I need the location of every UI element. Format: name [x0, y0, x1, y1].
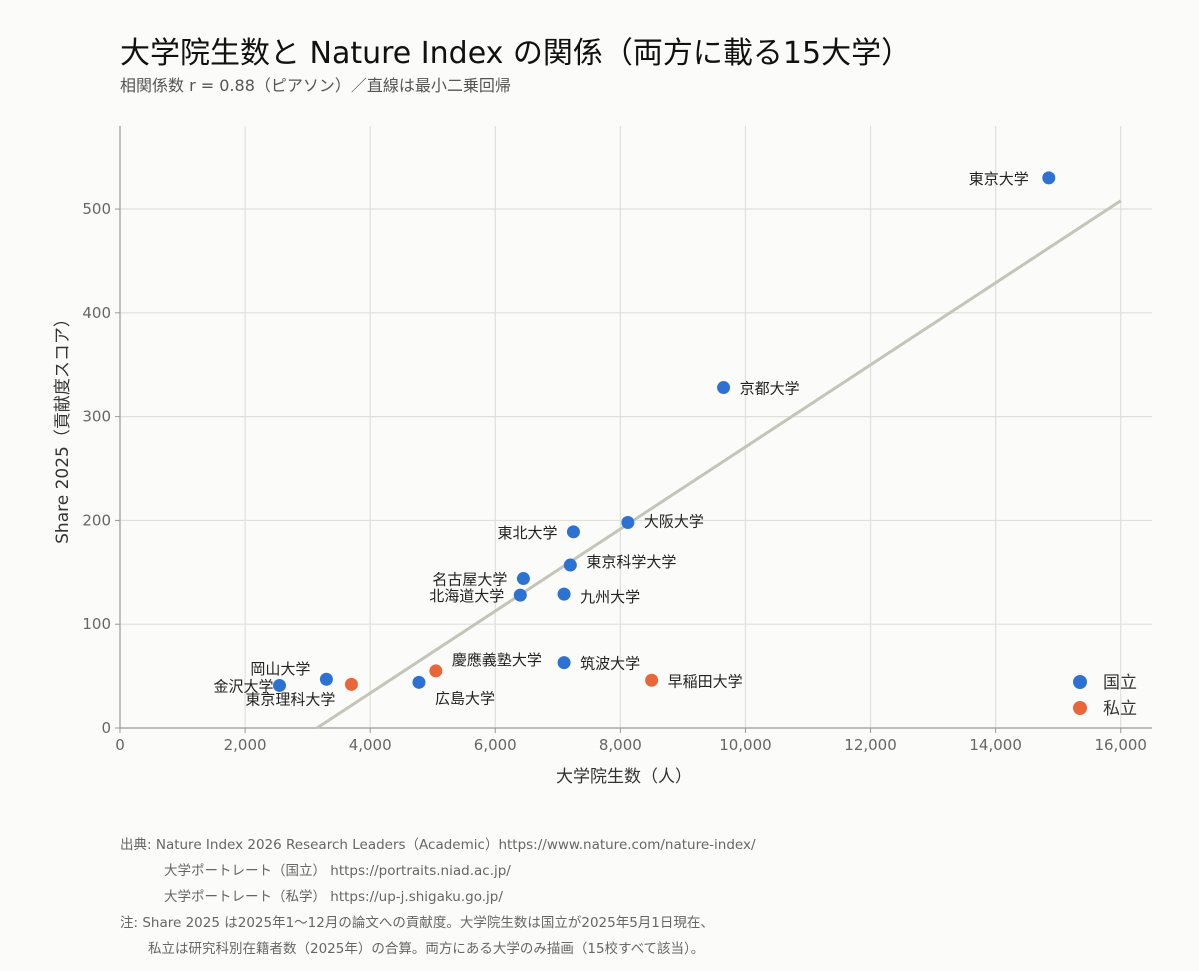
- x-tick-label: 0: [115, 736, 125, 754]
- data-point: [717, 381, 731, 395]
- scatter-chart: 0 2,000 4,000 6,000 8,000 10,000 12,000 14,000 1…: [53, 126, 1152, 787]
- regression-line: [316, 199, 1122, 730]
- y-tick-label: 100: [82, 615, 111, 633]
- legend-marker: [1073, 675, 1087, 689]
- data-point: [513, 588, 527, 602]
- data-label: 筑波大学: [580, 655, 640, 673]
- legend-label: 国立: [1103, 673, 1137, 693]
- chart-title: 大学院生数と Nature Index の関係（両方に載る15大学）: [120, 36, 912, 71]
- chart-footer: 出典: Nature Index 2026 Research Leaders（A…: [120, 832, 756, 962]
- data-label: 金沢大学: [213, 677, 273, 695]
- y-tick-label: 400: [82, 304, 111, 322]
- data-label: 名古屋大学: [432, 571, 507, 589]
- x-tick-label: 2,000: [224, 736, 267, 754]
- data-label: 東京大学: [969, 170, 1029, 188]
- data-label: 東京科学大学: [586, 553, 676, 571]
- data-label: 広島大学: [435, 689, 495, 707]
- data-label: 東京理科大学: [245, 690, 335, 708]
- x-tick-label: 4,000: [349, 736, 392, 754]
- data-point: [429, 664, 443, 678]
- x-tick-label: 8,000: [599, 736, 642, 754]
- data-label: 岡山大学: [250, 660, 310, 678]
- data-label: 東北大学: [497, 524, 557, 542]
- y-axis-label: Share 2025（貢献度スコア）: [53, 310, 73, 544]
- data-point: [412, 675, 426, 689]
- footer-note-cont: 私立は研究科別在籍者数（2025年）の合算。両方にある大学のみ描画（15校すべて…: [148, 941, 705, 957]
- x-tick-label: 12,000: [844, 736, 897, 754]
- footer-source-private: 大学ポートレート（私学） https://up-j.shigaku.go.jp/: [164, 889, 503, 905]
- chart-subtitle: 相関係数 r = 0.88（ピアソン）／直線は最小二乗回帰: [120, 76, 511, 95]
- data-point: [319, 672, 333, 686]
- x-tick-label: 6,000: [474, 736, 517, 754]
- x-tick-label: 10,000: [719, 736, 772, 754]
- data-point: [272, 678, 286, 692]
- footer-source: 出典: Nature Index 2026 Research Leaders（A…: [120, 837, 756, 853]
- legend-label: 私立: [1103, 699, 1137, 719]
- data-point: [645, 673, 659, 687]
- footer-note: 注: Share 2025 は2025年1〜12月の論文への貢献度。大学院生数は…: [120, 915, 714, 931]
- data-point: [1042, 171, 1056, 185]
- data-point: [563, 558, 577, 572]
- data-point: [516, 572, 530, 586]
- legend-marker: [1073, 701, 1087, 715]
- y-tick-label: 0: [101, 719, 111, 737]
- data-point: [557, 587, 571, 601]
- data-label: 大阪大学: [644, 512, 704, 530]
- x-axis-label: 大学院生数（人）: [556, 767, 692, 787]
- y-tick-label: 300: [82, 408, 111, 426]
- data-label: 早稲田大学: [668, 672, 743, 690]
- data-point: [344, 677, 358, 691]
- y-tick-label: 200: [82, 511, 111, 529]
- data-point: [621, 515, 635, 529]
- data-point: [557, 656, 571, 670]
- data-label: 京都大学: [740, 380, 800, 398]
- x-tick-label: 14,000: [969, 736, 1022, 754]
- data-label: 九州大学: [580, 588, 640, 606]
- y-tick-label: 500: [82, 200, 111, 218]
- data-label: 北海道大学: [429, 587, 504, 605]
- footer-source-national: 大学ポートレート（国立） https://portraits.niad.ac.j…: [164, 863, 511, 879]
- data-point: [566, 525, 580, 539]
- data-label: 慶應義塾大学: [452, 651, 542, 669]
- x-tick-label: 16,000: [1094, 736, 1147, 754]
